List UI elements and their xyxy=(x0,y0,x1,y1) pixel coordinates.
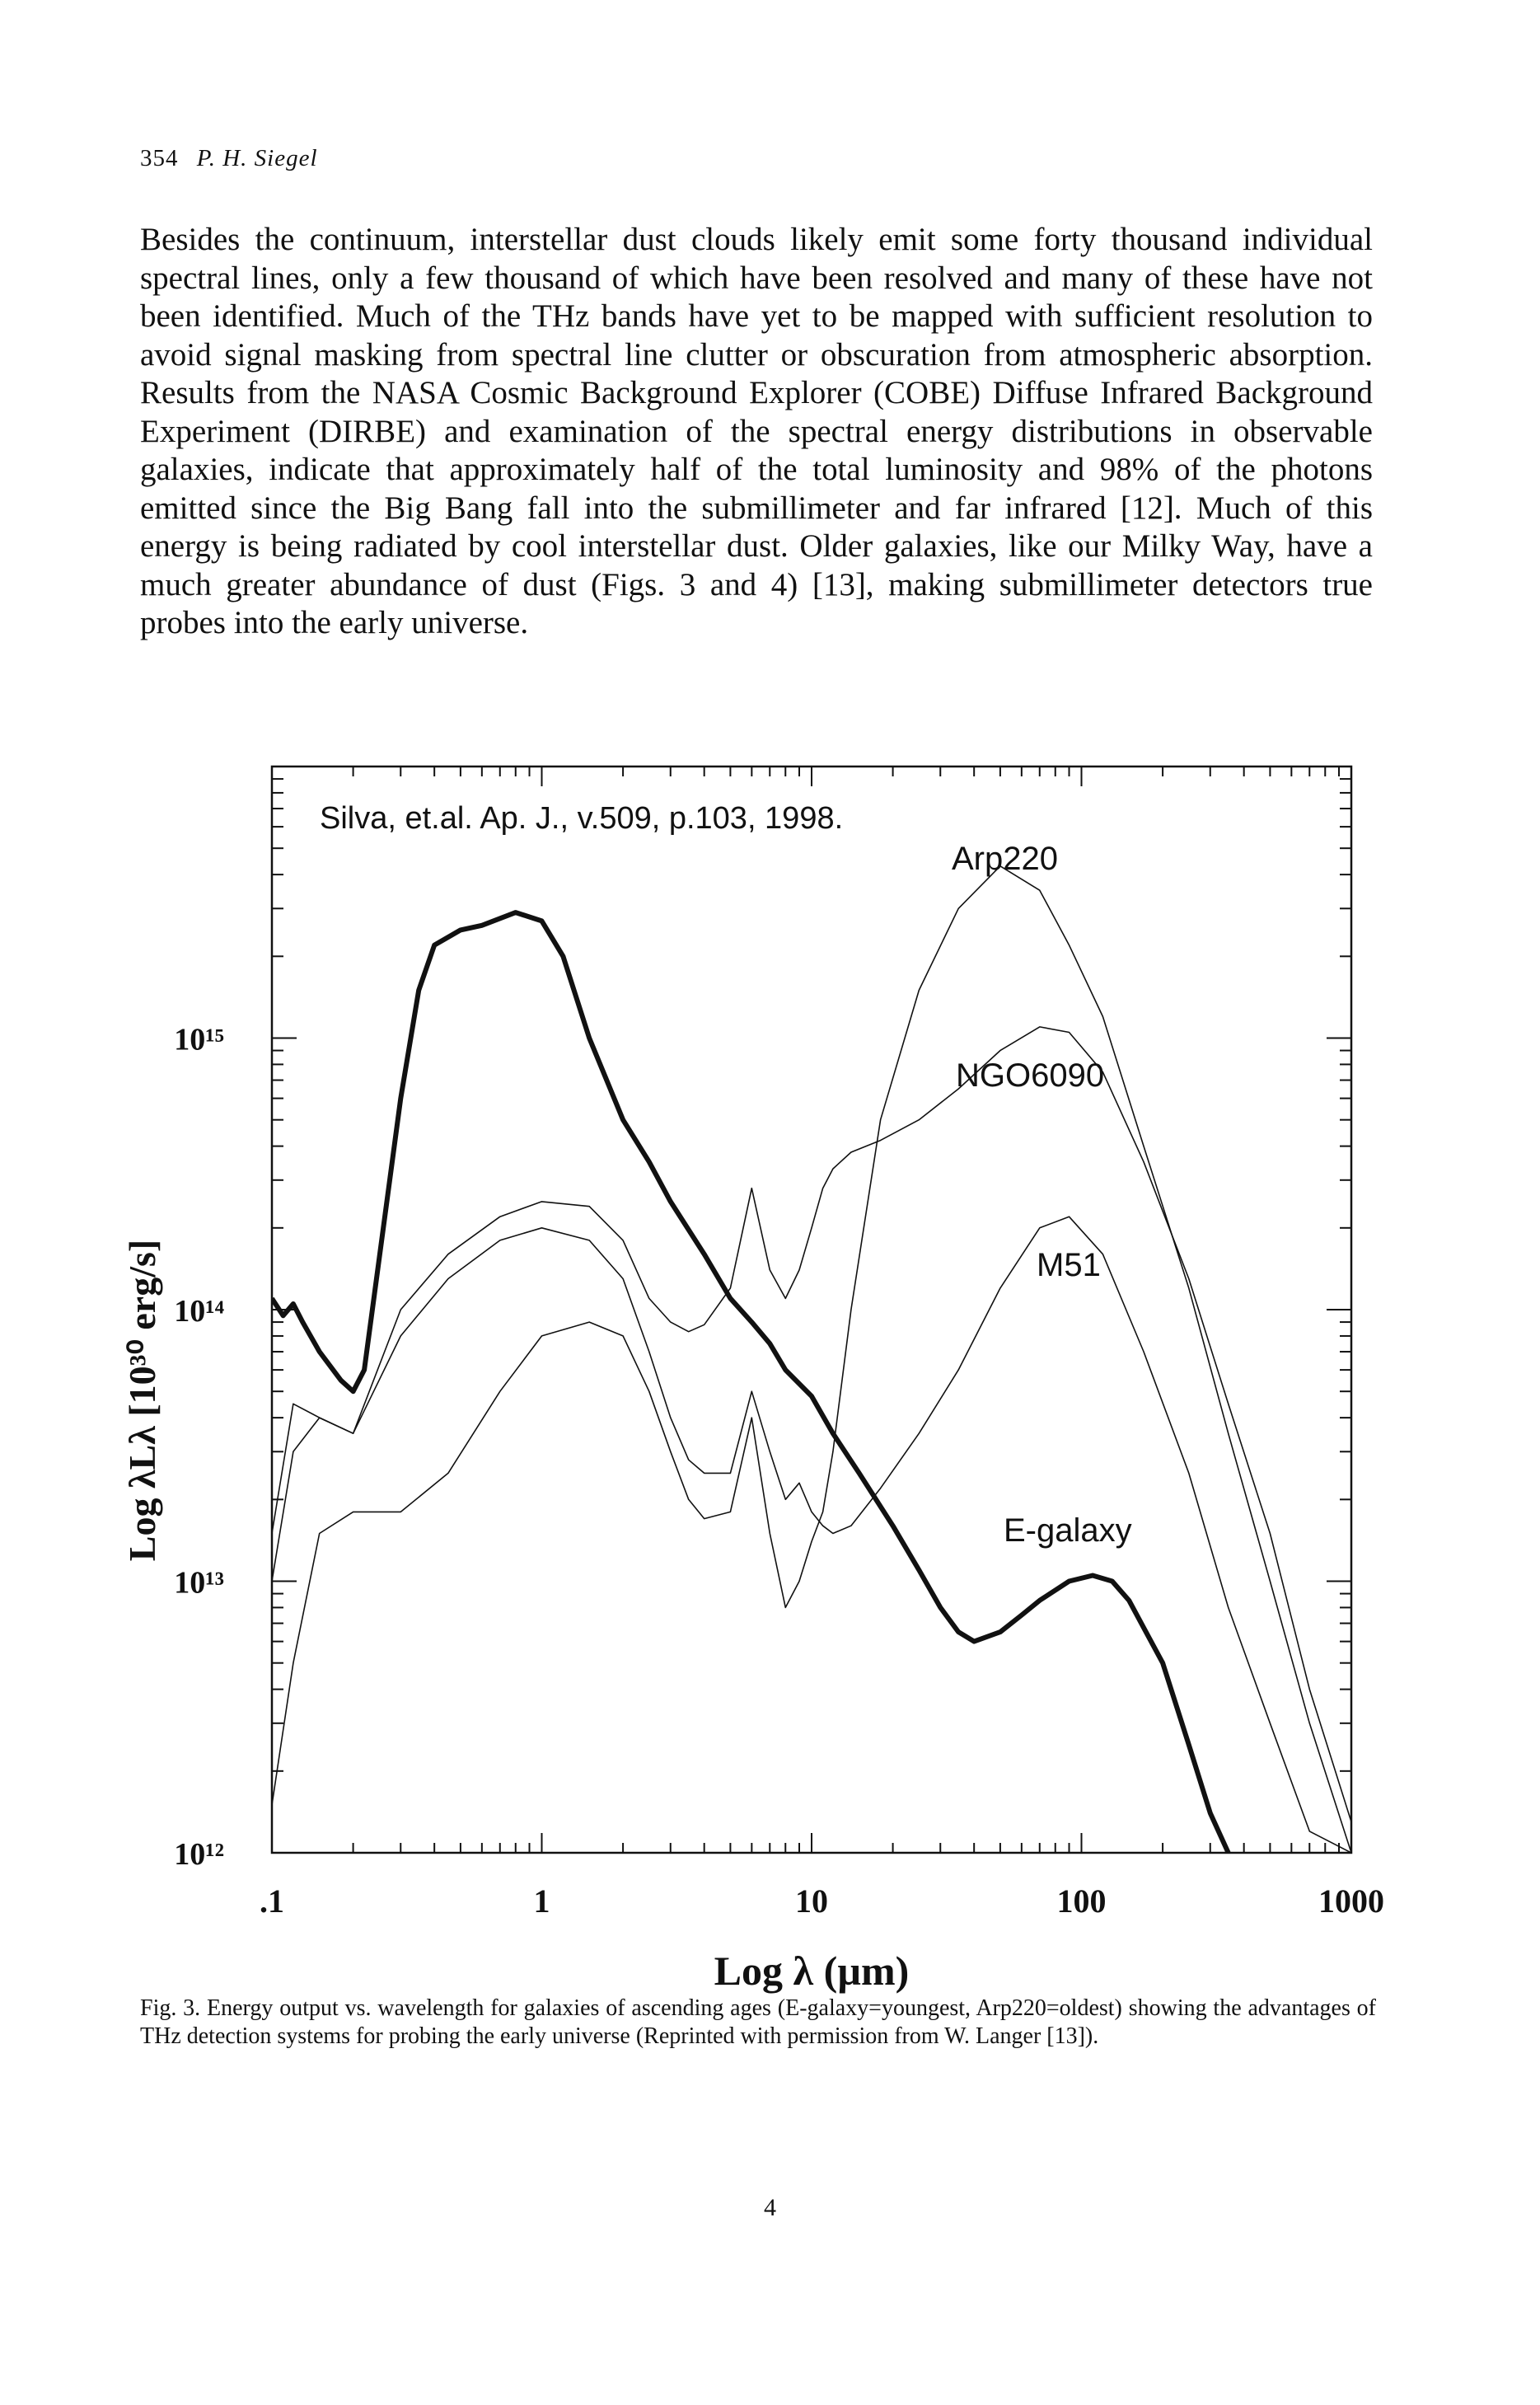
y-tick-label: 10¹⁵ xyxy=(174,1023,224,1057)
body-paragraph: Besides the continuum, interstellar dust… xyxy=(140,222,1373,640)
series-line-ngo6090 xyxy=(272,1026,1351,1822)
series-line-e-galaxy xyxy=(272,910,1231,1853)
y-tick-label: 10¹⁴ xyxy=(174,1294,224,1329)
x-tick-label: 10 xyxy=(795,1882,828,1920)
series-line-m51 xyxy=(272,1216,1351,1853)
series-label-arp220: Arp220 xyxy=(952,841,1058,877)
page-number-header: 354 xyxy=(140,145,179,171)
series-label-ngo6090: NGO6090 xyxy=(956,1057,1104,1094)
citation-annotation: Silva, et.al. Ap. J., v.509, p.103, 1998… xyxy=(320,801,843,836)
x-tick-label: 1 xyxy=(534,1882,550,1920)
y-tick-label: 10¹³ xyxy=(174,1566,224,1601)
x-axis-title: Log λ (µm) xyxy=(714,1948,910,1994)
x-tick-label: 100 xyxy=(1057,1882,1107,1920)
y-axis-title: Log λLλ [10³⁰ erg/s] xyxy=(121,1240,163,1561)
figure-caption: Fig. 3. Energy output vs. wavelength for… xyxy=(140,1995,1376,2049)
running-head: 354 P. H. Siegel xyxy=(140,145,318,172)
x-tick-label: .1 xyxy=(260,1882,284,1920)
series-line-arp220 xyxy=(272,865,1351,1853)
series-label-e-galaxy: E-galaxy xyxy=(1004,1512,1132,1549)
y-tick-label: 10¹² xyxy=(174,1837,224,1872)
x-tick-label: 1000 xyxy=(1318,1882,1384,1920)
page-number-footer: 4 xyxy=(764,2194,776,2221)
plot-frame xyxy=(270,765,1353,1854)
author-name: P. H. Siegel xyxy=(196,145,318,171)
series-label-m51: M51 xyxy=(1037,1247,1101,1283)
